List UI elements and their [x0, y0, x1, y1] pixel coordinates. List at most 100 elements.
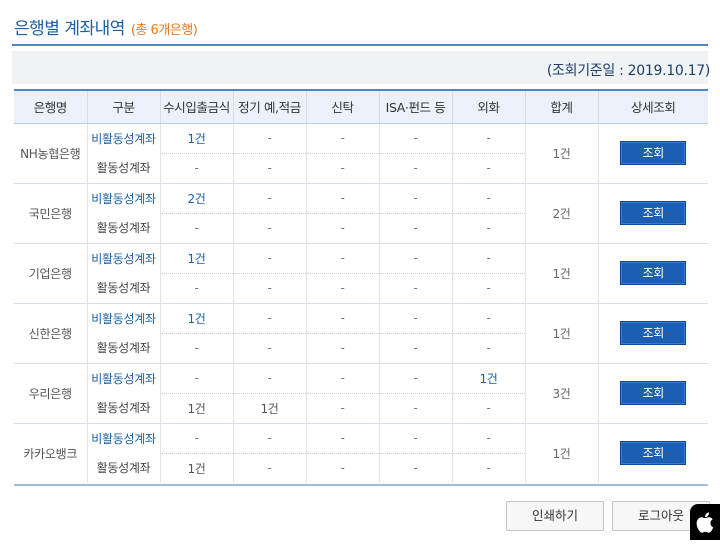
cell-time-deposit: -: [232, 452, 306, 483]
cell-isa-fund: -: [378, 362, 452, 393]
inactive-account-label: 비활동성계좌: [86, 362, 160, 393]
page-title: 은행별 계좌내역: [14, 19, 125, 39]
col-header-foreign-currency: 외화: [451, 89, 525, 124]
detail-cell: 조회: [597, 182, 708, 243]
cell-trust: -: [305, 452, 379, 483]
cell-demand-deposit: 1건: [159, 242, 233, 273]
table-bottom-rule: [14, 484, 708, 486]
title-divider: [12, 44, 708, 46]
cell-time-deposit: -: [232, 332, 306, 363]
cell-demand-deposit: 1건: [159, 302, 233, 333]
account-table: 은행명 구분 수시입출금식 정기 예,적금 신탁 ISA·펀드 등 외화 합계 …: [14, 89, 708, 483]
cell-isa-fund: -: [378, 242, 452, 273]
bank-total: 1건: [524, 302, 598, 363]
cell-trust: -: [305, 212, 379, 243]
cell-trust: -: [305, 152, 379, 183]
cell-trust: -: [305, 242, 379, 273]
table-row: 신한은행 비활동성계좌 1건 - - - -1건 조회: [14, 302, 708, 363]
col-header-type: 구분: [86, 89, 160, 124]
cell-foreign-currency: -: [451, 242, 525, 273]
cell-isa-fund: -: [378, 152, 452, 183]
cell-trust: -: [305, 422, 379, 453]
table-row: NH농협은행 비활동성계좌 1건 - - - -1건 조회: [14, 122, 708, 183]
print-button[interactable]: 인쇄하기: [506, 501, 604, 531]
cell-isa-fund: -: [378, 392, 452, 423]
cell-foreign-currency: -: [451, 302, 525, 333]
active-account-label: 활동성계좌: [86, 453, 160, 483]
cell-isa-fund: -: [378, 212, 452, 243]
col-header-detail: 상세조회: [597, 89, 708, 124]
cell-trust: -: [305, 272, 379, 303]
cell-foreign-currency: -: [451, 272, 525, 303]
cell-demand-deposit: -: [159, 212, 233, 243]
bank-total: 2건: [524, 182, 598, 243]
inactive-account-label: 비활동성계좌: [86, 242, 160, 273]
cell-foreign-currency: -: [451, 422, 525, 453]
table-row: 카카오뱅크 비활동성계좌 - - - - -1건 조회: [14, 422, 708, 483]
detail-cell: 조회: [597, 242, 708, 303]
cell-foreign-currency: -: [451, 122, 525, 153]
cell-trust: -: [305, 122, 379, 153]
inactive-account-label: 비활동성계좌: [86, 302, 160, 333]
cell-foreign-currency: -: [451, 152, 525, 183]
title-row: 은행별 계좌내역 (총 6개은행): [14, 14, 198, 44]
col-header-demand-deposit: 수시입출금식: [159, 89, 233, 124]
table-header-row: 은행명 구분 수시입출금식 정기 예,적금 신탁 ISA·펀드 등 외화 합계 …: [14, 89, 708, 124]
col-header-trust: 신탁: [305, 89, 379, 124]
cell-trust: -: [305, 332, 379, 363]
col-header-bank: 은행명: [14, 89, 87, 124]
inactive-account-label: 비활동성계좌: [86, 422, 160, 453]
cell-time-deposit: 1건: [232, 392, 306, 423]
bank-count: (총 6개은행): [130, 23, 198, 38]
table-row: 활동성계좌 - - - - -: [14, 212, 708, 243]
cell-time-deposit: -: [232, 212, 306, 243]
bank-name: 우리은행: [14, 362, 87, 423]
col-header-isa-fund: ISA·펀드 등: [378, 89, 452, 124]
query-button[interactable]: 조회: [620, 141, 687, 165]
query-button[interactable]: 조회: [620, 441, 687, 465]
table-row: 활동성계좌 - - - - -: [14, 332, 708, 363]
cell-demand-deposit: -: [159, 152, 233, 183]
cell-time-deposit: -: [232, 302, 306, 333]
cell-trust: -: [305, 182, 379, 213]
query-button[interactable]: 조회: [620, 381, 687, 405]
table-row: 활동성계좌 - - - - -: [14, 272, 708, 303]
inactive-account-label: 비활동성계좌: [86, 182, 160, 213]
cell-time-deposit: -: [232, 362, 306, 393]
cell-trust: -: [305, 362, 379, 393]
query-date-box: [12, 51, 708, 84]
table-row: 활동성계좌 1건 - - - -: [14, 452, 708, 483]
bank-total: 3건: [524, 362, 598, 423]
active-account-label: 활동성계좌: [86, 273, 160, 303]
col-header-time-deposit: 정기 예,적금: [232, 89, 306, 124]
cell-trust: -: [305, 392, 379, 423]
cell-isa-fund: -: [378, 302, 452, 333]
cell-foreign-currency: -: [451, 392, 525, 423]
cell-demand-deposit: 1건: [159, 392, 233, 423]
table-row: 활동성계좌 - - - - -: [14, 152, 708, 183]
query-button[interactable]: 조회: [620, 261, 687, 285]
bank-name: NH농협은행: [14, 122, 87, 183]
detail-cell: 조회: [597, 422, 708, 483]
detail-cell: 조회: [597, 362, 708, 423]
cell-trust: -: [305, 302, 379, 333]
cell-isa-fund: -: [378, 272, 452, 303]
active-account-label: 활동성계좌: [86, 333, 160, 363]
cell-demand-deposit: 1건: [159, 452, 233, 483]
query-button[interactable]: 조회: [620, 201, 687, 225]
query-button[interactable]: 조회: [620, 321, 687, 345]
table-row: 우리은행 비활동성계좌 - - - -1건 3건 조회: [14, 362, 708, 423]
cell-isa-fund: -: [378, 332, 452, 363]
cell-foreign-currency: 1건: [451, 362, 525, 393]
bank-total: 1건: [524, 422, 598, 483]
bank-name: 기업은행: [14, 242, 87, 303]
active-account-label: 활동성계좌: [86, 213, 160, 243]
cell-demand-deposit: 1건: [159, 122, 233, 153]
bank-name: 국민은행: [14, 182, 87, 243]
detail-cell: 조회: [597, 302, 708, 363]
table-row: 기업은행 비활동성계좌 1건 - - - -1건 조회: [14, 242, 708, 303]
cell-foreign-currency: -: [451, 212, 525, 243]
cell-foreign-currency: -: [451, 182, 525, 213]
cell-time-deposit: -: [232, 242, 306, 273]
cell-demand-deposit: 2건: [159, 182, 233, 213]
